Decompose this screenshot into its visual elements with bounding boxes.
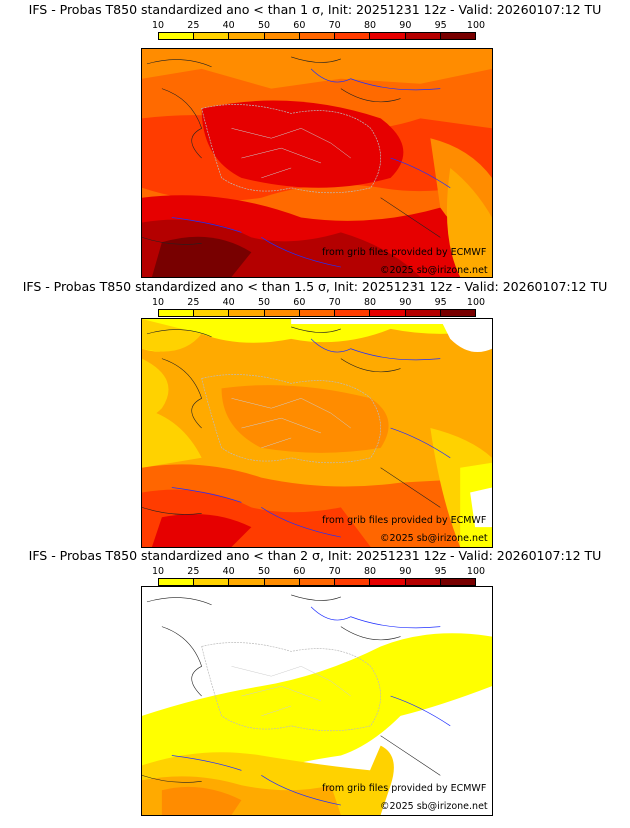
map-panel-2: IFS - Probas T850 standardized ano < tha… (0, 277, 630, 548)
legend-tick-label: 40 (222, 566, 235, 577)
legend-tick-label: 70 (328, 20, 341, 31)
legend-tick-label: 80 (363, 20, 377, 31)
legend-tick-label: 90 (399, 566, 412, 577)
legend-swatch (370, 310, 406, 316)
legend-swatch (405, 310, 441, 316)
legend-tick-label: 60 (293, 20, 306, 31)
legend-tick-label: 70 (328, 566, 341, 577)
probability-map: from grib files provided by ECMWF ©2025 … (141, 48, 493, 278)
legend-swatch (159, 310, 195, 316)
source-credit: from grib files provided by ECMWF (322, 515, 487, 526)
legend-swatch (299, 310, 336, 316)
copyright-credit: ©2025 sb@irizone.net (380, 801, 488, 812)
legend-tick-label: 50 (257, 20, 271, 31)
legend-tick-label: 90 (399, 20, 412, 31)
legend-tick-label: 80 (363, 566, 377, 577)
legend-tick-label: 10 (151, 297, 165, 308)
legend-tick-labels: 10 25 40 50 60 70 80 90 95 100 (152, 20, 485, 31)
map-graphic (142, 587, 492, 815)
legend-swatch (299, 33, 336, 39)
legend-tick-label: 100 (466, 566, 486, 577)
legend-swatch (299, 579, 336, 585)
legend-tick-label: 90 (399, 297, 412, 308)
legend-tick-label: 60 (293, 566, 306, 577)
panel-title: IFS - Probas T850 standardized ano < tha… (22, 279, 608, 294)
legend-swatch (264, 310, 300, 316)
legend-swatch (405, 579, 441, 585)
legend-tick-labels: 10 25 40 50 60 70 80 90 95 100 (152, 566, 485, 577)
legend-swatch (159, 33, 195, 39)
legend-tick-label: 40 (222, 297, 235, 308)
legend-swatch (335, 310, 371, 316)
map-graphic (142, 319, 492, 547)
legend-swatch (229, 33, 265, 39)
legend-swatch (440, 310, 475, 316)
legend-swatches (158, 32, 476, 40)
legend-swatch (194, 310, 230, 316)
legend-swatch (440, 579, 475, 585)
copyright-credit: ©2025 sb@irizone.net (380, 533, 488, 544)
color-legend: 10 25 40 50 60 70 80 90 95 100 (152, 566, 485, 590)
legend-tick-label: 50 (257, 566, 271, 577)
legend-tick-label: 25 (187, 297, 200, 308)
legend-swatch (264, 33, 300, 39)
legend-swatch (194, 579, 230, 585)
legend-swatch (370, 579, 406, 585)
legend-tick-label: 40 (222, 20, 235, 31)
map-graphic (142, 49, 492, 277)
panel-title: IFS - Probas T850 standardized ano < tha… (28, 2, 602, 17)
legend-swatch (405, 33, 441, 39)
legend-swatch (194, 33, 230, 39)
legend-tick-label: 70 (328, 297, 341, 308)
legend-swatch (370, 33, 406, 39)
color-legend: 10 25 40 50 60 70 80 90 95 100 (152, 20, 485, 44)
legend-swatch (264, 579, 300, 585)
source-credit: from grib files provided by ECMWF (322, 247, 487, 258)
legend-tick-label: 95 (434, 297, 447, 308)
legend-tick-label: 25 (187, 20, 200, 31)
legend-swatches (158, 578, 476, 586)
legend-tick-label: 10 (151, 566, 165, 577)
legend-swatch (229, 310, 265, 316)
legend-tick-label: 100 (466, 20, 486, 31)
source-credit: from grib files provided by ECMWF (322, 783, 487, 794)
copyright-credit: ©2025 sb@irizone.net (380, 265, 488, 276)
probability-map: from grib files provided by ECMWF ©2025 … (141, 586, 493, 816)
legend-tick-labels: 10 25 40 50 60 70 80 90 95 100 (152, 297, 485, 308)
legend-tick-label: 80 (363, 297, 377, 308)
legend-tick-label: 10 (151, 20, 165, 31)
legend-swatch (440, 33, 475, 39)
legend-tick-label: 100 (466, 297, 486, 308)
map-panel-1: IFS - Probas T850 standardized ano < tha… (0, 0, 630, 278)
panel-title: IFS - Probas T850 standardized ano < tha… (28, 548, 602, 563)
legend-swatch (229, 579, 265, 585)
legend-swatch (335, 33, 371, 39)
legend-tick-label: 60 (293, 297, 306, 308)
legend-swatch (159, 579, 195, 585)
color-legend: 10 25 40 50 60 70 80 90 95 100 (152, 297, 485, 321)
legend-tick-label: 25 (187, 566, 200, 577)
legend-swatches (158, 309, 476, 317)
legend-tick-label: 95 (434, 566, 447, 577)
probability-map: from grib files provided by ECMWF ©2025 … (141, 318, 493, 548)
legend-tick-label: 95 (434, 20, 447, 31)
map-panel-3: IFS - Probas T850 standardized ano < tha… (0, 546, 630, 816)
legend-tick-label: 50 (257, 297, 271, 308)
legend-swatch (335, 579, 371, 585)
